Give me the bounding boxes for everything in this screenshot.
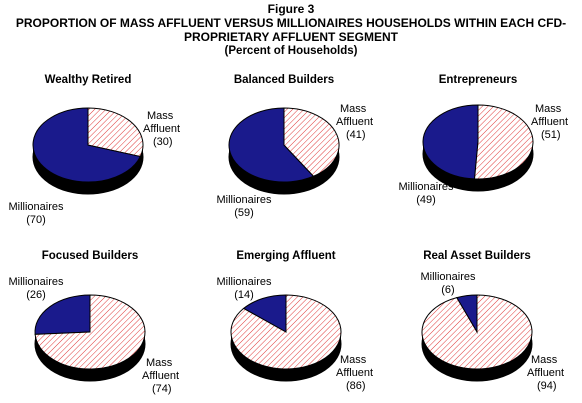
figure-title-line1: PROPORTION OF MASS AFFLUENT VERSUS MILLI…	[15, 16, 567, 30]
label-millionaires: Millionaires	[398, 181, 454, 193]
label-mass-affluent: Affluent	[142, 370, 179, 382]
value-mass-affluent: (30)	[153, 136, 173, 148]
label-mass-affluent: Affluent	[336, 367, 373, 379]
pie-slice-mass-affluent	[87, 107, 144, 158]
value-millionaires: (14)	[234, 289, 254, 301]
value-mass-affluent: (94)	[537, 380, 557, 392]
label-mass-affluent: Affluent	[527, 367, 564, 379]
pie-slice-mass-affluent	[474, 104, 534, 180]
pie-slice-mass-affluent	[283, 107, 340, 177]
label-mass-affluent: Mass	[535, 103, 562, 115]
pie-slice-mass-affluent	[421, 294, 533, 370]
pie-chart-title: Wealthy Retired	[45, 74, 132, 86]
pie-slice-millionaires	[32, 107, 142, 183]
label-millionaires: Millionaires	[8, 276, 64, 288]
pie-slice-mass-affluent	[34, 294, 146, 370]
figure-subtitle: (Percent of Households)	[224, 45, 358, 57]
pie-slice-mass-affluent	[230, 294, 342, 370]
value-mass-affluent: (86)	[346, 380, 366, 392]
pie-chart-title: Entrepreneurs	[439, 74, 518, 86]
pie-chart-title: Balanced Builders	[234, 74, 334, 86]
pie-chart-title: Real Asset Builders	[423, 250, 531, 262]
label-mass-affluent: Mass	[147, 110, 174, 122]
figure-title-line2: PROPRIETARY AFFLUENT SEGMENT	[183, 30, 398, 44]
value-millionaires: (26)	[26, 289, 46, 301]
value-millionaires: (6)	[441, 284, 454, 296]
label-mass-affluent: Mass	[340, 103, 367, 115]
label-millionaires: Millionaires	[216, 194, 272, 206]
label-millionaires: Millionaires	[420, 271, 476, 283]
pie-chart-title: Focused Builders	[42, 250, 139, 262]
figure-number: Figure 3	[267, 2, 315, 16]
value-mass-affluent: (41)	[346, 129, 366, 141]
pie-chart-title: Emerging Affluent	[236, 250, 335, 262]
label-millionaires: Millionaires	[216, 276, 272, 288]
label-mass-affluent: Mass	[531, 354, 558, 366]
value-millionaires: (70)	[26, 214, 46, 226]
value-mass-affluent: (51)	[541, 129, 561, 141]
label-mass-affluent: Affluent	[336, 116, 373, 128]
label-mass-affluent: Affluent	[531, 116, 568, 128]
label-millionaires: Millionaires	[8, 201, 64, 213]
label-mass-affluent: Affluent	[143, 123, 180, 135]
value-millionaires: (49)	[416, 194, 436, 206]
label-mass-affluent: Mass	[146, 357, 173, 369]
pie-slice-millionaires	[422, 104, 479, 180]
label-mass-affluent: Mass	[340, 354, 367, 366]
value-millionaires: (59)	[234, 207, 254, 219]
value-mass-affluent: (74)	[152, 383, 172, 395]
pie-slice-millionaires	[228, 107, 315, 183]
pie-slice-millionaires	[34, 294, 91, 335]
